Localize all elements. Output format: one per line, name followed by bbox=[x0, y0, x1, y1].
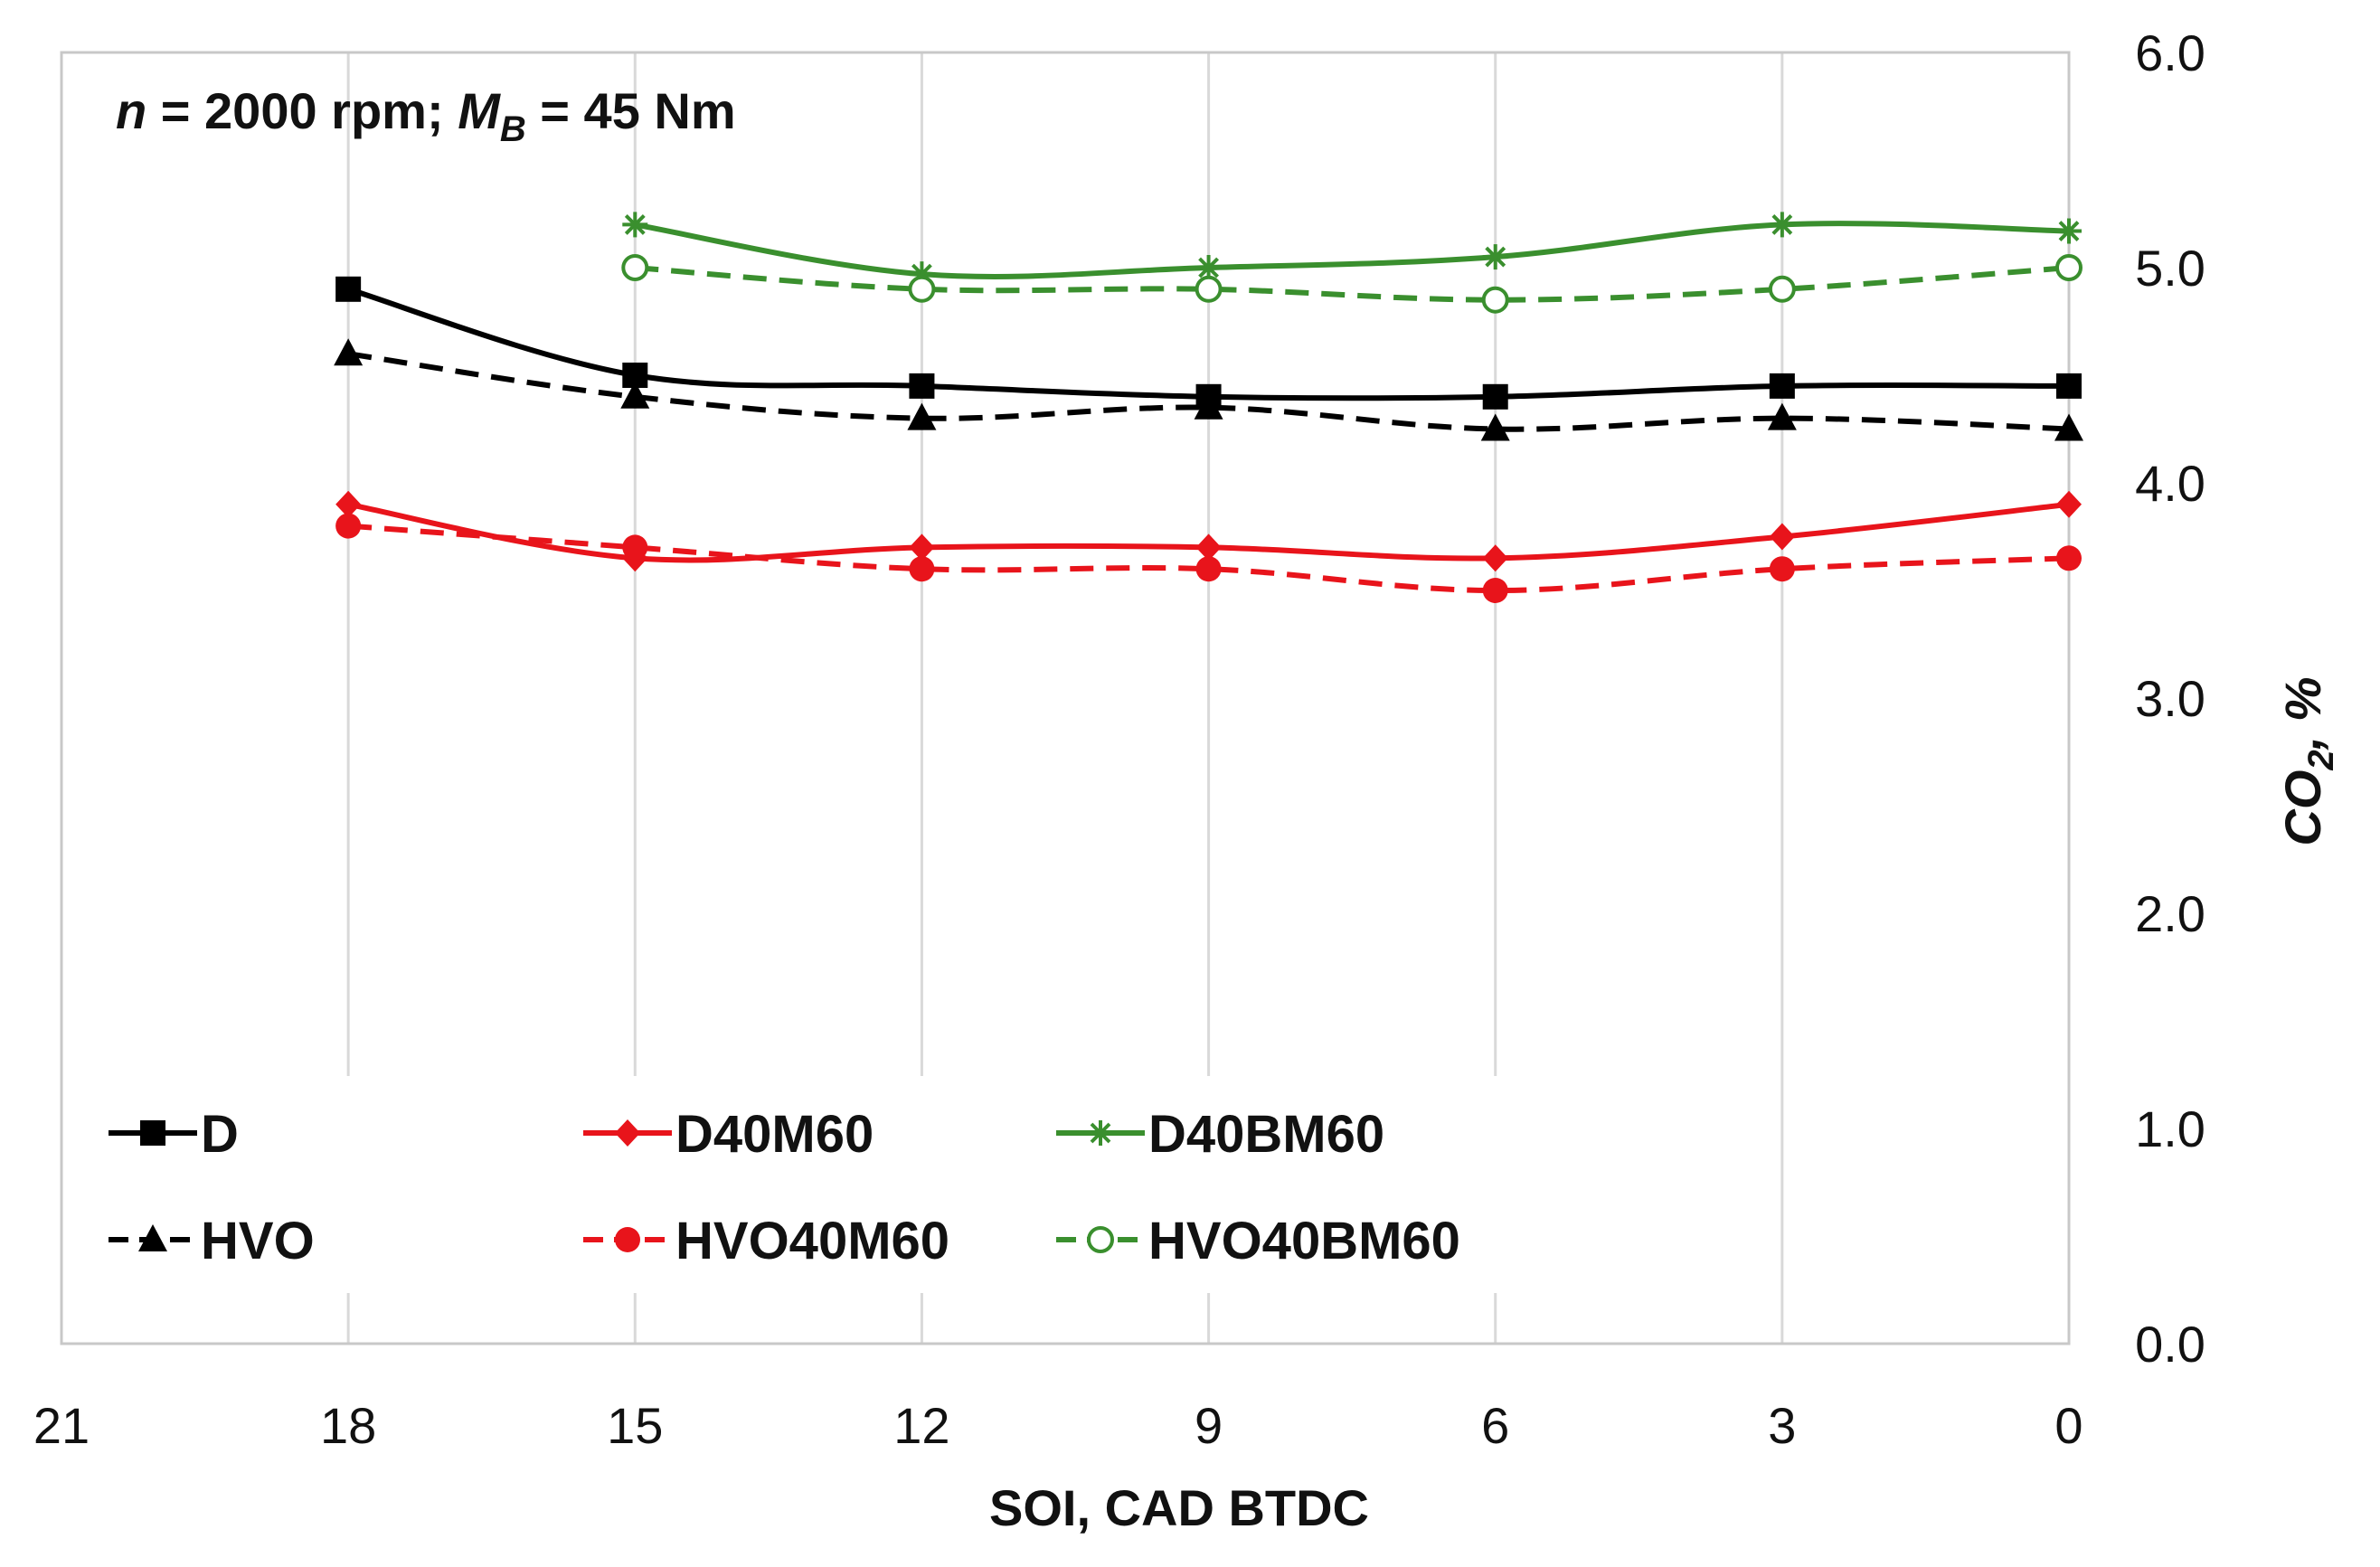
data-point-hvo bbox=[620, 381, 650, 409]
x-tick-label: 9 bbox=[1195, 1397, 1223, 1454]
data-point-hvo40m60 bbox=[335, 513, 362, 539]
data-point-d bbox=[335, 276, 362, 302]
series-layer bbox=[334, 212, 2083, 603]
x-tick-label: 18 bbox=[320, 1397, 376, 1454]
data-point-d40m60 bbox=[2056, 490, 2082, 518]
y-tick-label: 2.0 bbox=[2135, 885, 2205, 942]
data-point-hvo40bm60 bbox=[2055, 254, 2082, 281]
x-tick-label: 3 bbox=[1768, 1397, 1796, 1454]
legend-label-d: D bbox=[201, 1105, 239, 1164]
legend-background bbox=[90, 1076, 1519, 1293]
y-tick-label: 4.0 bbox=[2135, 455, 2205, 512]
legend-label-hvo40m60: HVO40M60 bbox=[675, 1212, 949, 1270]
y-tick-label: 6.0 bbox=[2135, 24, 2205, 81]
x-tick-label: 15 bbox=[607, 1397, 663, 1454]
plot-area-border bbox=[60, 51, 2071, 1345]
data-point-hvo40m60 bbox=[909, 556, 935, 582]
data-point-d40bm60 bbox=[1769, 212, 1795, 238]
data-point-d40m60 bbox=[1195, 533, 1222, 562]
data-point-hvo bbox=[907, 402, 937, 430]
series-hvo40bm60 bbox=[621, 254, 2082, 314]
data-point-hvo40bm60 bbox=[1481, 286, 1509, 314]
data-point-hvo40m60 bbox=[2056, 545, 2082, 571]
legend-marker-hvo40bm60 bbox=[1087, 1226, 1114, 1253]
data-point-d40bm60 bbox=[1482, 244, 1508, 270]
data-point-d40m60 bbox=[1482, 544, 1508, 572]
x-tick-label: 21 bbox=[33, 1397, 90, 1454]
y-tick-label: 3.0 bbox=[2135, 670, 2205, 727]
data-point-hvo bbox=[1480, 413, 1510, 441]
y-tick-label: 5.0 bbox=[2135, 240, 2205, 297]
legend-marker-d40bm60 bbox=[1088, 1120, 1113, 1146]
legend-marker-hvo40m60 bbox=[615, 1227, 640, 1252]
legend-item-hvo40m60: HVO40M60 bbox=[583, 1212, 949, 1270]
operating-condition-annotation: n = 2000 rpm; MB = 45 Nm bbox=[116, 82, 736, 149]
x-tick-label: 12 bbox=[893, 1397, 949, 1454]
data-point-d40m60 bbox=[1769, 523, 1795, 551]
data-point-d40bm60 bbox=[622, 212, 648, 238]
data-point-hvo40m60 bbox=[1195, 556, 1222, 582]
legend-item-d: D bbox=[109, 1105, 239, 1164]
data-point-hvo40bm60 bbox=[1768, 275, 1796, 303]
legend-item-hvo: HVO bbox=[109, 1212, 315, 1270]
y-tick-label: 1.0 bbox=[2135, 1100, 2205, 1157]
legend-label-hvo: HVO bbox=[201, 1212, 315, 1270]
legend-label-d40m60: D40M60 bbox=[675, 1105, 874, 1164]
legend: D HVO D40M60 HVO40M60 D40BM60 HVO40BM60 bbox=[90, 1076, 1519, 1293]
y-tick-label: 0.0 bbox=[2135, 1316, 2205, 1373]
data-point-hvo40m60 bbox=[1482, 578, 1508, 603]
data-point-hvo bbox=[334, 338, 364, 366]
data-point-hvo40m60 bbox=[1769, 556, 1795, 582]
legend-item-d40m60: D40M60 bbox=[583, 1105, 874, 1164]
legend-marker-d40m60 bbox=[615, 1119, 640, 1147]
legend-item-hvo40bm60: HVO40BM60 bbox=[1056, 1212, 1460, 1270]
data-point-hvo bbox=[1194, 392, 1223, 420]
series-hvo bbox=[334, 338, 2083, 441]
legend-marker-hvo bbox=[138, 1224, 167, 1251]
data-point-hvo40bm60 bbox=[1195, 275, 1223, 303]
data-point-d40m60 bbox=[909, 533, 935, 562]
data-point-hvo bbox=[1767, 402, 1797, 430]
x-axis-title: SOI, CAD BTDC bbox=[989, 1479, 1369, 1536]
series-line-d40bm60 bbox=[634, 221, 2070, 279]
data-point-d bbox=[909, 373, 935, 399]
data-point-d bbox=[1769, 373, 1795, 399]
data-point-d40bm60 bbox=[2056, 218, 2082, 244]
legend-label-d40bm60: D40BM60 bbox=[1148, 1105, 1384, 1164]
data-point-hvo bbox=[2054, 413, 2083, 441]
series-d40bm60 bbox=[622, 212, 2082, 288]
legend-label-hvo40bm60: HVO40BM60 bbox=[1148, 1212, 1460, 1270]
legend-marker-d bbox=[140, 1120, 165, 1146]
legend-item-d40bm60: D40BM60 bbox=[1056, 1105, 1384, 1164]
series-hvo40m60 bbox=[335, 513, 2082, 603]
data-point-hvo40m60 bbox=[622, 534, 648, 561]
data-point-hvo40bm60 bbox=[908, 275, 936, 303]
data-point-d40m60 bbox=[335, 490, 362, 518]
y-axis-title: CO2, % bbox=[2274, 676, 2341, 845]
tick-labels: 21 18 15 12 9 6 3 0 0.0 1.0 2.0 3.0 4.0 5.0 6.0 bbox=[33, 24, 2205, 1454]
data-point-hvo40bm60 bbox=[621, 254, 649, 281]
x-tick-label: 0 bbox=[2054, 1397, 2082, 1454]
data-point-d bbox=[2056, 373, 2082, 399]
x-tick-label: 6 bbox=[1481, 1397, 1509, 1454]
data-point-d bbox=[1482, 383, 1508, 410]
